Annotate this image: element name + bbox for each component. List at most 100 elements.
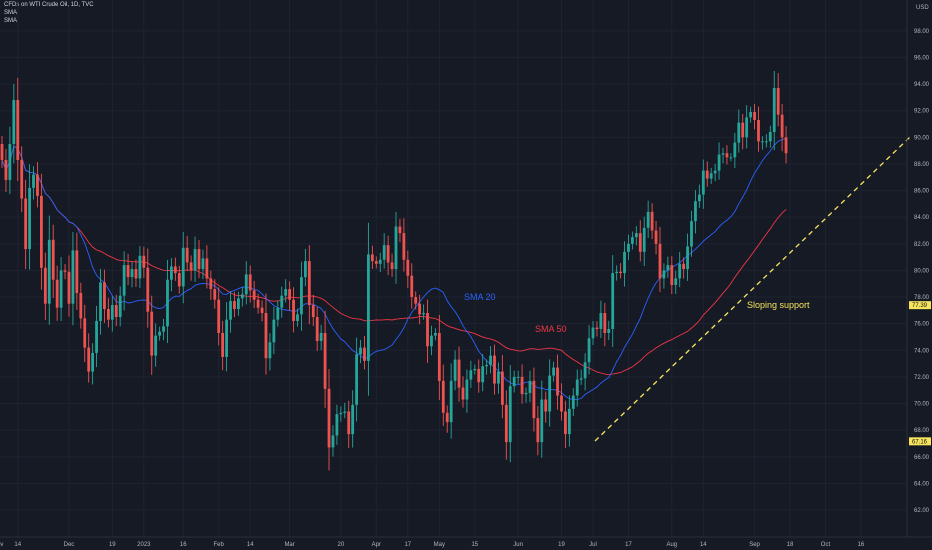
candle-down — [311, 305, 315, 318]
candle-up — [583, 362, 587, 379]
price-tick-label: 66.00 — [914, 455, 930, 461]
time-tick-label: 19 — [558, 542, 565, 548]
candle-up — [473, 368, 477, 371]
candle-down — [753, 112, 756, 121]
candle-up — [449, 380, 453, 423]
candle-down — [658, 243, 662, 279]
price-axis[interactable]: 62.00 64.00 66.00 68.00 70.00 72.00 74.00 76.00… — [914, 29, 930, 514]
candle-up — [122, 265, 126, 296]
time-tick-label: Oct — [821, 542, 831, 548]
candle-up — [697, 194, 701, 202]
candle-up — [485, 364, 489, 367]
time-tick-label: 15 — [471, 542, 478, 548]
price-tick-label: 88.00 — [914, 162, 930, 168]
sma-50-annotation: SMA 50 — [535, 324, 567, 334]
candle-down — [197, 249, 201, 270]
candle-down — [418, 303, 422, 315]
candle-down — [477, 368, 481, 383]
candle-down — [638, 233, 642, 252]
candle-up — [351, 404, 355, 435]
time-tick-label: 19 — [109, 542, 116, 548]
candle-down — [252, 290, 256, 300]
candle-up — [508, 386, 512, 443]
candle-up — [512, 376, 516, 387]
candle-down — [670, 265, 674, 286]
time-tick-label: Apr — [372, 542, 381, 548]
candle-down — [205, 258, 209, 279]
candle-down — [36, 174, 39, 196]
price-badge — [909, 437, 931, 446]
candle-up — [768, 131, 772, 142]
candle-down — [780, 114, 784, 138]
candle-down — [260, 307, 264, 314]
candle-up — [579, 378, 583, 380]
candle-down — [520, 376, 524, 395]
time-axis[interactable]: Nov 14 Dec 19 2023 16 Feb 14 Mar 20 Apr 17 May 15 Jun 1… — [0, 542, 865, 548]
candle-down — [705, 170, 709, 179]
candle-up — [284, 289, 288, 296]
candle-up — [552, 367, 555, 376]
candles — [0, 70, 788, 471]
price-badge-label: 77.39 — [912, 303, 928, 309]
price-tick-label: 74.00 — [914, 348, 930, 354]
candle-up — [690, 221, 693, 247]
candle-down — [784, 137, 788, 154]
candle-down — [126, 265, 130, 278]
candle-down — [40, 195, 43, 268]
candle-up — [367, 254, 370, 361]
candle-up — [642, 227, 646, 252]
candle-down — [142, 255, 146, 268]
candle-down — [441, 380, 445, 413]
candle-up — [764, 141, 768, 143]
candle-up — [430, 335, 433, 347]
candle-up — [709, 173, 713, 179]
candle-up — [331, 435, 335, 448]
time-tick-label: 17 — [625, 542, 632, 548]
candle-up — [701, 170, 705, 195]
candle-up — [686, 246, 689, 270]
candle-down — [288, 289, 292, 300]
indicator-label-sma-1[interactable]: SMA — [4, 10, 18, 16]
candle-down — [4, 159, 8, 180]
candle-down — [87, 347, 91, 372]
candle-up — [91, 352, 95, 372]
candle-up — [497, 371, 500, 384]
price-tick-label: 92.00 — [914, 109, 930, 115]
price-tick-label: 72.00 — [914, 375, 930, 381]
candle-up — [599, 313, 603, 329]
candle-up — [225, 319, 228, 357]
chart-title: CFDs on WTI Crude Oil, 1D, TVC — [4, 2, 94, 8]
candle-up — [528, 380, 532, 393]
time-tick-label: 14 — [700, 542, 707, 548]
candle-down — [150, 311, 154, 356]
candle-down — [595, 327, 599, 329]
candle-down — [619, 271, 622, 274]
grid — [0, 0, 907, 537]
candle-down — [406, 259, 410, 276]
sma-20-line — [1, 137, 787, 401]
candle-up — [575, 379, 579, 396]
candle-down — [315, 317, 319, 341]
sma-20-annotation: SMA 20 — [464, 292, 496, 302]
candle-up — [749, 112, 752, 118]
candle-up — [268, 342, 272, 359]
candle-up — [71, 250, 75, 304]
candle-up — [591, 327, 595, 339]
candle-down — [374, 261, 378, 264]
candle-up — [761, 141, 764, 143]
sloping-support-annotation: Sloping support — [747, 300, 810, 310]
candle-down — [75, 250, 79, 294]
candle-up — [524, 392, 528, 395]
candle-up — [229, 301, 232, 320]
candle-up — [382, 245, 386, 260]
indicator-label-sma-2[interactable]: SMA — [4, 18, 18, 24]
candle-up — [713, 170, 717, 174]
candle-up — [201, 258, 205, 270]
candle-up — [110, 305, 114, 320]
time-tick-label: 14 — [14, 542, 21, 548]
candle-down — [177, 273, 181, 287]
candle-up — [303, 261, 307, 278]
price-tick-label: 80.00 — [914, 268, 930, 274]
candle-up — [678, 263, 682, 279]
